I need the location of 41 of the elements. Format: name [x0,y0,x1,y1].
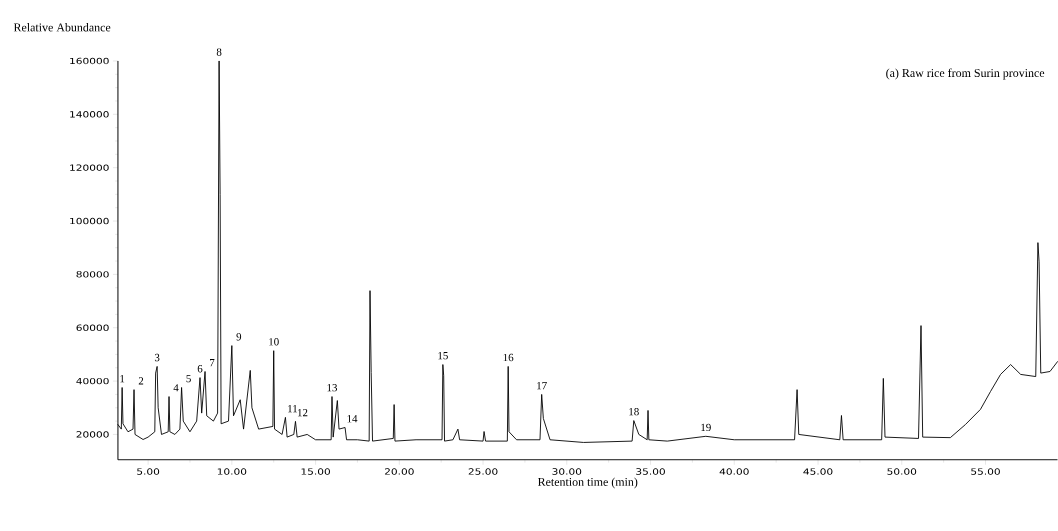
annotation: 9 [236,333,242,341]
x-tick-label: 10.00 [217,468,247,475]
y-tick-label: 160000 [70,57,109,65]
annotation: 15 [438,352,448,360]
x-tick-label: 5.00 [137,468,160,475]
y-axis-title: Relative Abundance [13,23,111,32]
x-tick-label: 20.00 [384,468,414,475]
x-tick-label: 35.00 [636,468,665,475]
annotation: 18 [629,408,639,416]
y-tick-label: 120000 [70,164,109,172]
annotation: 7 [210,359,215,367]
x-axis-title: Retention time (min) [537,477,638,489]
annotation: 13 [327,384,338,392]
x-tick-label: 15.00 [301,468,331,475]
x-tick-label: 45.00 [803,468,833,475]
y-tick-label: 80000 [76,271,109,278]
x-tick-label: 25.00 [468,468,498,475]
annotation: 11 [288,405,298,413]
x-tick-label: 55.00 [971,468,1000,475]
y-tick-label: 20000 [76,431,109,438]
y-tick-label: 100000 [70,217,109,225]
text: (a) Raw rice from Surin province [886,68,1045,80]
annotation: 8 [216,48,222,56]
y-tick-label: 40000 [76,378,109,385]
annotation: 14 [347,415,358,423]
annotation: 3 [154,353,160,362]
annotation: 10 [269,338,279,346]
x-tick-label: 40.00 [719,468,749,475]
annotation: 5 [186,375,191,383]
annotation: 6 [197,365,203,373]
x-tick-label: 30.00 [552,468,582,475]
annotation: 2 [138,377,144,385]
annotation: 4 [173,384,179,392]
annotation: 17 [537,382,547,390]
annotation: 16 [503,353,514,362]
x-tick-label: 50.00 [887,468,917,475]
annotation: 1 [120,375,125,383]
y-tick-label: 140000 [70,111,109,118]
annotation: 19 [701,423,711,432]
y-tick-label: 60000 [76,324,109,332]
annotation: 12 [297,409,308,417]
